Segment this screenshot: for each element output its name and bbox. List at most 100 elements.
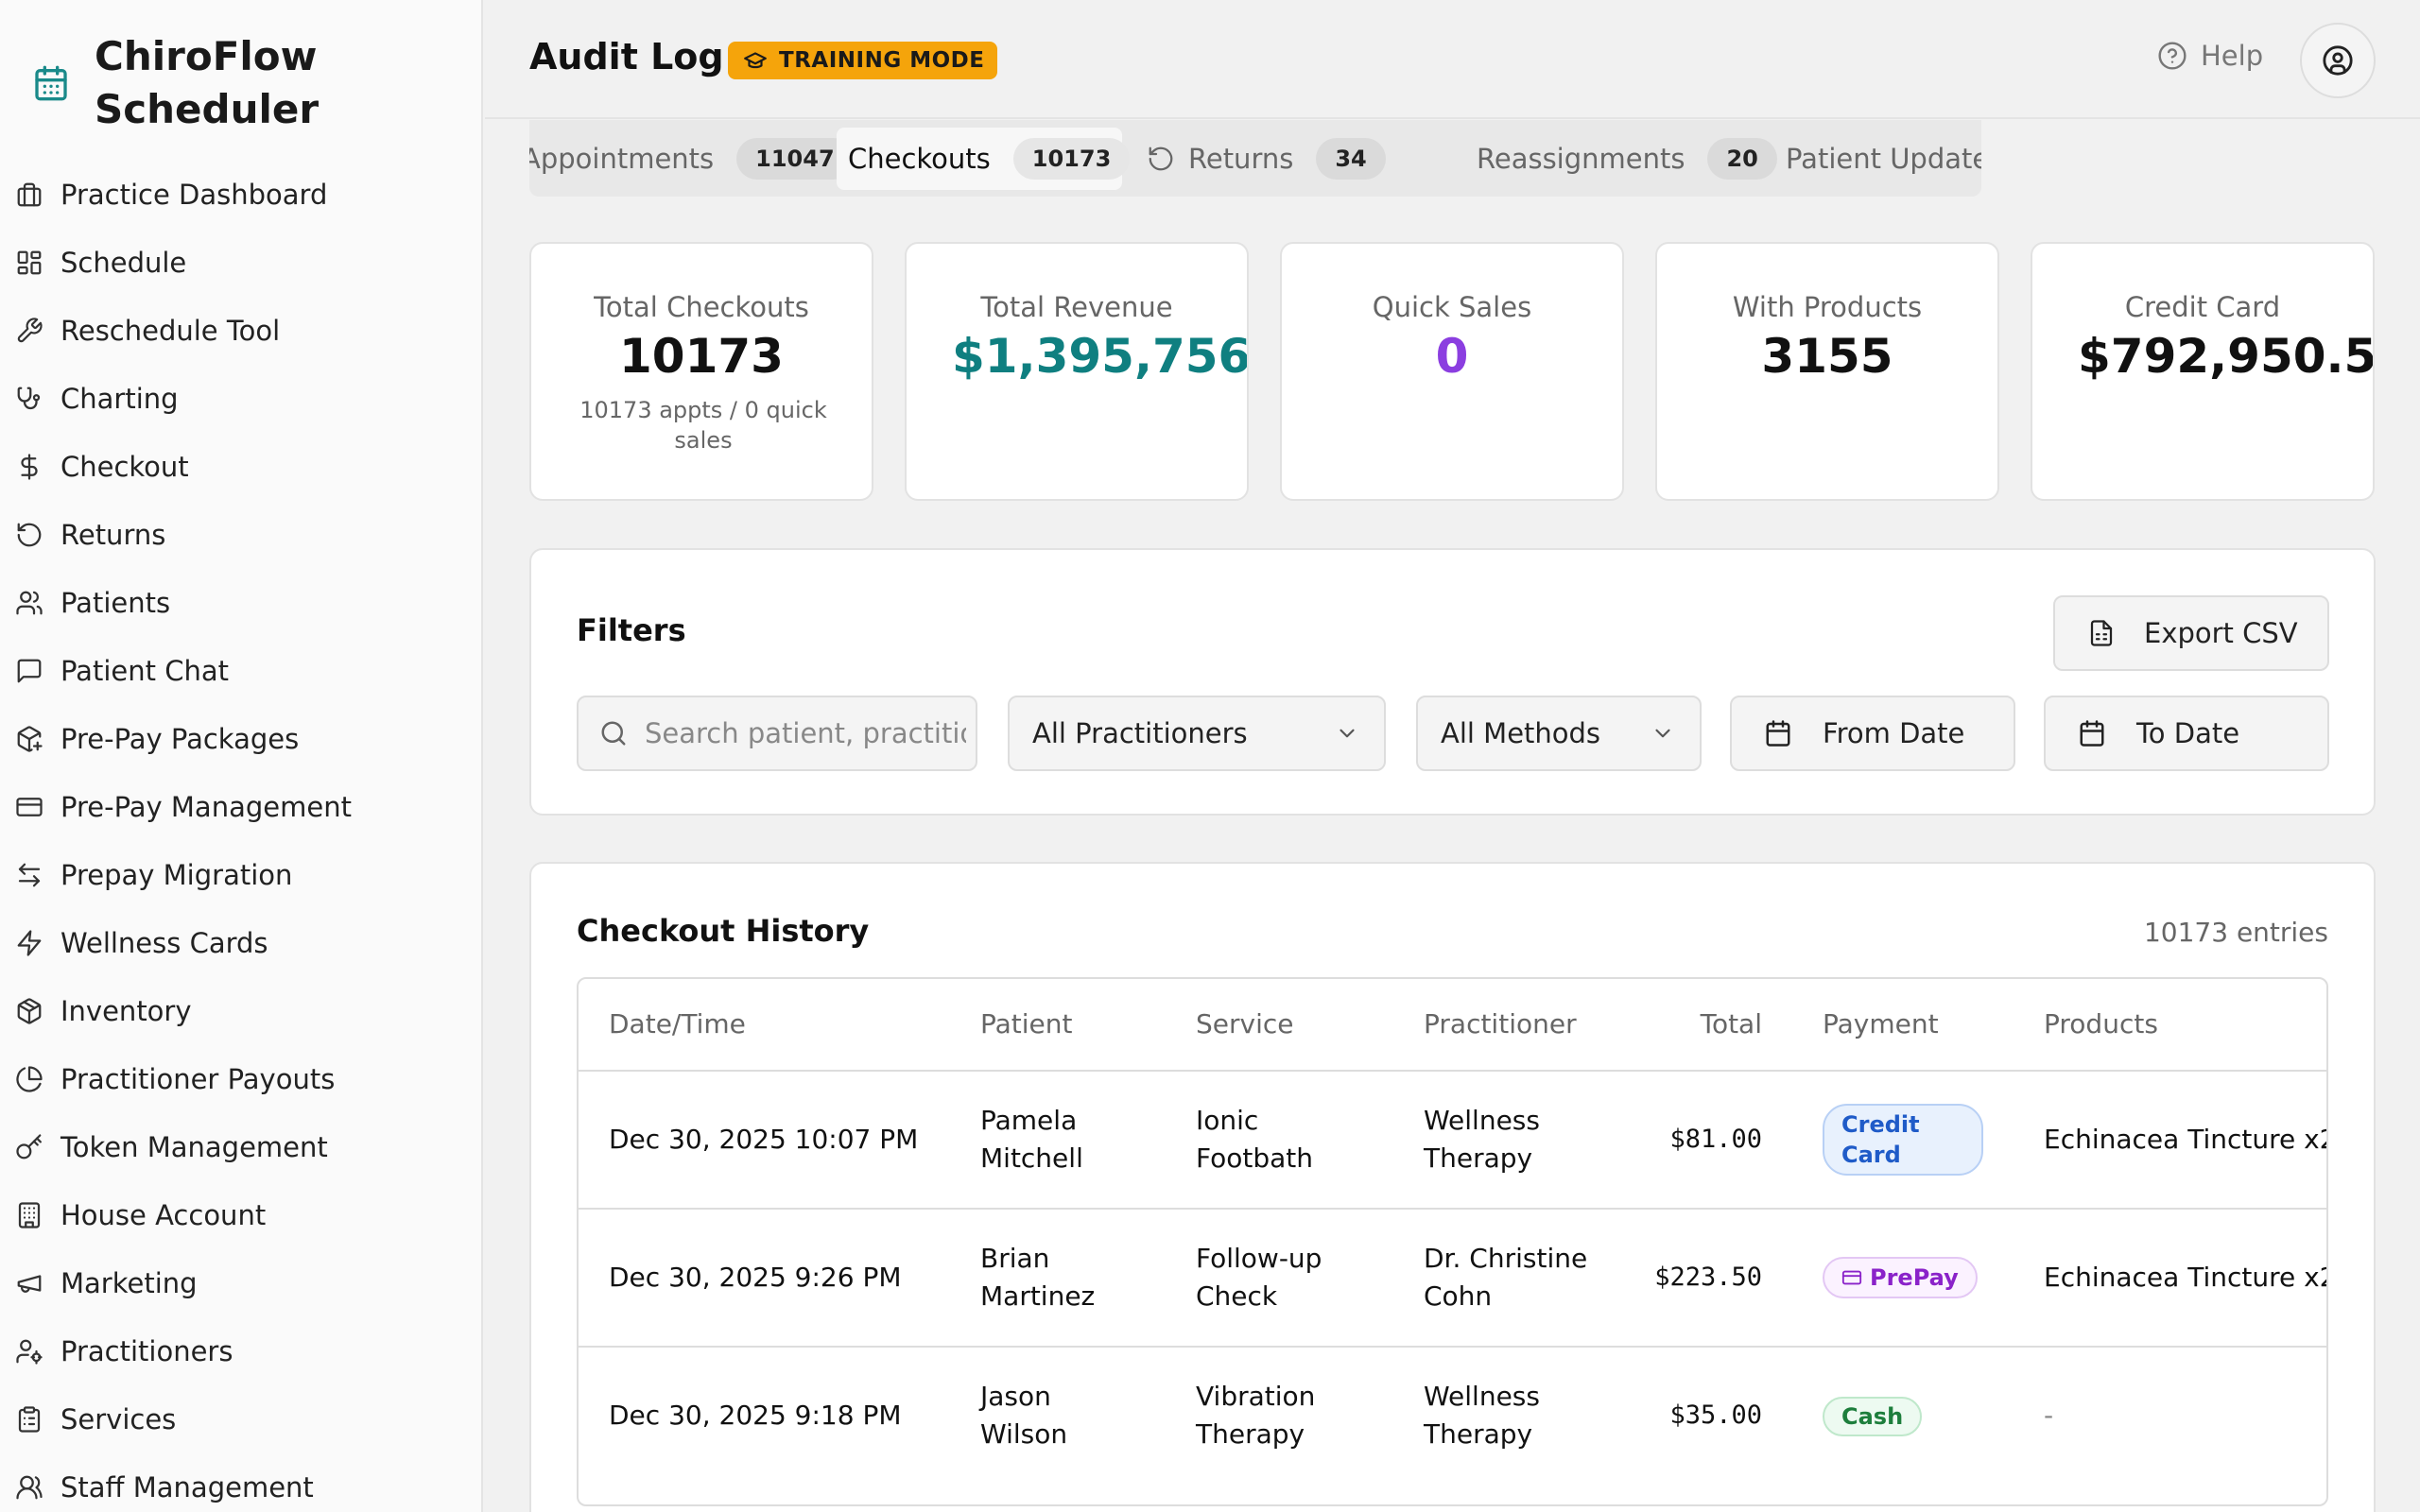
cell-total: $81.00 bbox=[1669, 1125, 1762, 1154]
layout-grid-icon bbox=[17, 250, 42, 275]
column-header-products[interactable]: Products bbox=[2044, 1008, 2158, 1040]
pie-chart-icon bbox=[16, 1066, 43, 1092]
sidebar-item-label: Schedule bbox=[60, 247, 187, 279]
sidebar-item-checkout[interactable]: Checkout bbox=[0, 433, 481, 501]
column-header-practitioner[interactable]: Practitioner bbox=[1424, 1008, 1577, 1040]
sidebar-item-charting[interactable]: Charting bbox=[0, 365, 481, 433]
sidebar-item-token-management[interactable]: Token Management bbox=[0, 1113, 481, 1181]
cell-service: Ionic Footbath bbox=[1196, 1102, 1313, 1177]
stat-label: Total Revenue bbox=[980, 291, 1173, 323]
sidebar-item-prepay-migration[interactable]: Prepay Migration bbox=[0, 841, 481, 909]
tab-patient-updates[interactable]: Patient Updates 26 bbox=[1786, 128, 1981, 190]
sidebar-item-reschedule-tool[interactable]: Reschedule Tool bbox=[0, 297, 481, 365]
to-date-picker[interactable]: To Date bbox=[2044, 696, 2329, 771]
tab-count: 20 bbox=[1707, 138, 1777, 180]
sidebar-item-staff-management[interactable]: Staff Management bbox=[0, 1453, 481, 1512]
sidebar-item-label: Charting bbox=[60, 383, 179, 415]
calendar-icon bbox=[1766, 720, 1790, 747]
zap-icon bbox=[17, 930, 42, 956]
export-csv-label: Export CSV bbox=[2144, 617, 2298, 649]
cell-patient: Pamela Mitchell bbox=[980, 1102, 1083, 1177]
training-mode-badge: TRAINING MODE bbox=[728, 42, 998, 79]
stat-label: Total Checkouts bbox=[594, 291, 809, 323]
stat-card-credit-card: Credit Card $792,950.50 bbox=[2031, 242, 2375, 501]
sidebar-item-practitioners[interactable]: Practitioners bbox=[0, 1317, 481, 1385]
sidebar-item-label: Reschedule Tool bbox=[60, 315, 281, 347]
export-csv-button[interactable]: Export CSV bbox=[2053, 595, 2329, 671]
sidebar-item-pre-pay-packages[interactable]: Pre-Pay Packages bbox=[0, 705, 481, 773]
practitioner-line: Therapy bbox=[1424, 1143, 1533, 1174]
sidebar-item-patients[interactable]: Patients bbox=[0, 569, 481, 637]
column-header-total[interactable]: Total bbox=[1700, 1008, 1762, 1040]
practitioner-select[interactable]: All Practitioners bbox=[1008, 696, 1386, 771]
user-cog-icon bbox=[16, 1339, 43, 1365]
tab-appointments[interactable]: Appointments 11047 bbox=[529, 128, 854, 190]
cell-products: Echinacea Tincture x2 bbox=[2044, 1124, 2328, 1155]
practitioner-line: Wellness bbox=[1424, 1381, 1540, 1412]
payment-method-select-value: All Methods bbox=[1441, 717, 1601, 749]
briefcase-icon bbox=[17, 182, 42, 207]
practitioner-line: Cohn bbox=[1424, 1280, 1493, 1312]
sidebar-item-patient-chat[interactable]: Patient Chat bbox=[0, 637, 481, 705]
table-row[interactable]: Dec 30, 2025 10:07 PM Pamela Mitchell Io… bbox=[579, 1070, 2328, 1208]
from-date-picker[interactable]: From Date bbox=[1730, 696, 2015, 771]
column-header-date[interactable]: Date/Time bbox=[609, 1008, 746, 1040]
service-line: Follow-up bbox=[1196, 1243, 1322, 1274]
brand[interactable]: ChiroFlow Scheduler bbox=[32, 30, 319, 136]
checkout-table: Date/Time Patient Service Practitioner T… bbox=[577, 977, 2328, 1506]
sidebar-item-services[interactable]: Services bbox=[0, 1385, 481, 1453]
sidebar-item-label: Staff Management bbox=[60, 1471, 314, 1503]
user-circle-icon bbox=[2323, 45, 2353, 76]
column-header-patient[interactable]: Patient bbox=[980, 1008, 1073, 1040]
sidebar: ChiroFlow Scheduler Practice Dashboard S… bbox=[0, 0, 483, 1512]
stat-value: 10173 bbox=[619, 329, 784, 384]
practitioner-select-value: All Practitioners bbox=[1032, 717, 1248, 749]
column-header-payment[interactable]: Payment bbox=[1823, 1008, 1939, 1040]
tab-label: Appointments bbox=[529, 143, 715, 175]
search-input[interactable] bbox=[645, 717, 966, 749]
tab-label: Checkouts bbox=[848, 143, 991, 175]
sidebar-item-label: Wellness Cards bbox=[60, 927, 268, 959]
stat-card-total-checkouts: Total Checkouts 10173 10173 appts / 0 qu… bbox=[529, 242, 873, 501]
sidebar-item-practice-dashboard[interactable]: Practice Dashboard bbox=[0, 161, 481, 229]
megaphone-icon bbox=[17, 1275, 42, 1293]
cell-service: Follow-up Check bbox=[1196, 1240, 1322, 1315]
sidebar-item-returns[interactable]: Returns bbox=[0, 501, 481, 569]
stat-value: 0 bbox=[1435, 329, 1469, 384]
table-row[interactable]: Dec 30, 2025 9:26 PM Brian Martinez Foll… bbox=[579, 1208, 2326, 1346]
search-field[interactable] bbox=[577, 696, 977, 771]
table-row[interactable]: Dec 30, 2025 9:18 PM Jason Wilson Vibrat… bbox=[579, 1346, 2326, 1484]
sidebar-item-marketing[interactable]: Marketing bbox=[0, 1249, 481, 1317]
stethoscope-icon bbox=[17, 387, 41, 410]
cell-products: - bbox=[2044, 1400, 2054, 1431]
sidebar-item-label: Services bbox=[60, 1403, 177, 1435]
payment-method-select[interactable]: All Methods bbox=[1416, 696, 1702, 771]
payment-badge-cash: Cash bbox=[1823, 1397, 1923, 1436]
tab-label: Patient Updates bbox=[1786, 143, 1981, 175]
cell-date: Dec 30, 2025 10:07 PM bbox=[609, 1124, 919, 1155]
calendar-icon bbox=[35, 65, 67, 101]
column-header-service[interactable]: Service bbox=[1196, 1008, 1294, 1040]
box-icon bbox=[17, 998, 42, 1024]
sidebar-item-practitioner-payouts[interactable]: Practitioner Payouts bbox=[0, 1045, 481, 1113]
tab-returns[interactable]: Returns 34 bbox=[1147, 128, 1386, 190]
chevron-down-icon bbox=[1655, 729, 1670, 738]
sidebar-item-inventory[interactable]: Inventory bbox=[0, 977, 481, 1045]
payment-badge-label: PrePay bbox=[1870, 1264, 1959, 1291]
to-date-label: To Date bbox=[2136, 717, 2240, 749]
user-menu-button[interactable] bbox=[2300, 23, 2376, 98]
help-button[interactable]: Help bbox=[2157, 40, 2263, 72]
tab-reassignments[interactable]: Reassignments 20 bbox=[1477, 128, 1777, 190]
cell-patient: Jason Wilson bbox=[980, 1378, 1067, 1453]
sidebar-item-label: Returns bbox=[60, 519, 166, 551]
tab-checkouts[interactable]: Checkouts 10173 bbox=[837, 128, 1131, 190]
sidebar-item-label: Practice Dashboard bbox=[60, 179, 328, 211]
cell-total: $223.50 bbox=[1654, 1263, 1762, 1292]
sidebar-item-pre-pay-management[interactable]: Pre-Pay Management bbox=[0, 773, 481, 841]
sidebar-item-label: Inventory bbox=[60, 995, 192, 1027]
sidebar-item-wellness-cards[interactable]: Wellness Cards bbox=[0, 909, 481, 977]
sidebar-item-schedule[interactable]: Schedule bbox=[0, 229, 481, 297]
graduation-cap-icon bbox=[744, 52, 767, 69]
sidebar-item-house-account[interactable]: House Account bbox=[0, 1181, 481, 1249]
entries-count: 10173 entries bbox=[2143, 917, 2328, 948]
